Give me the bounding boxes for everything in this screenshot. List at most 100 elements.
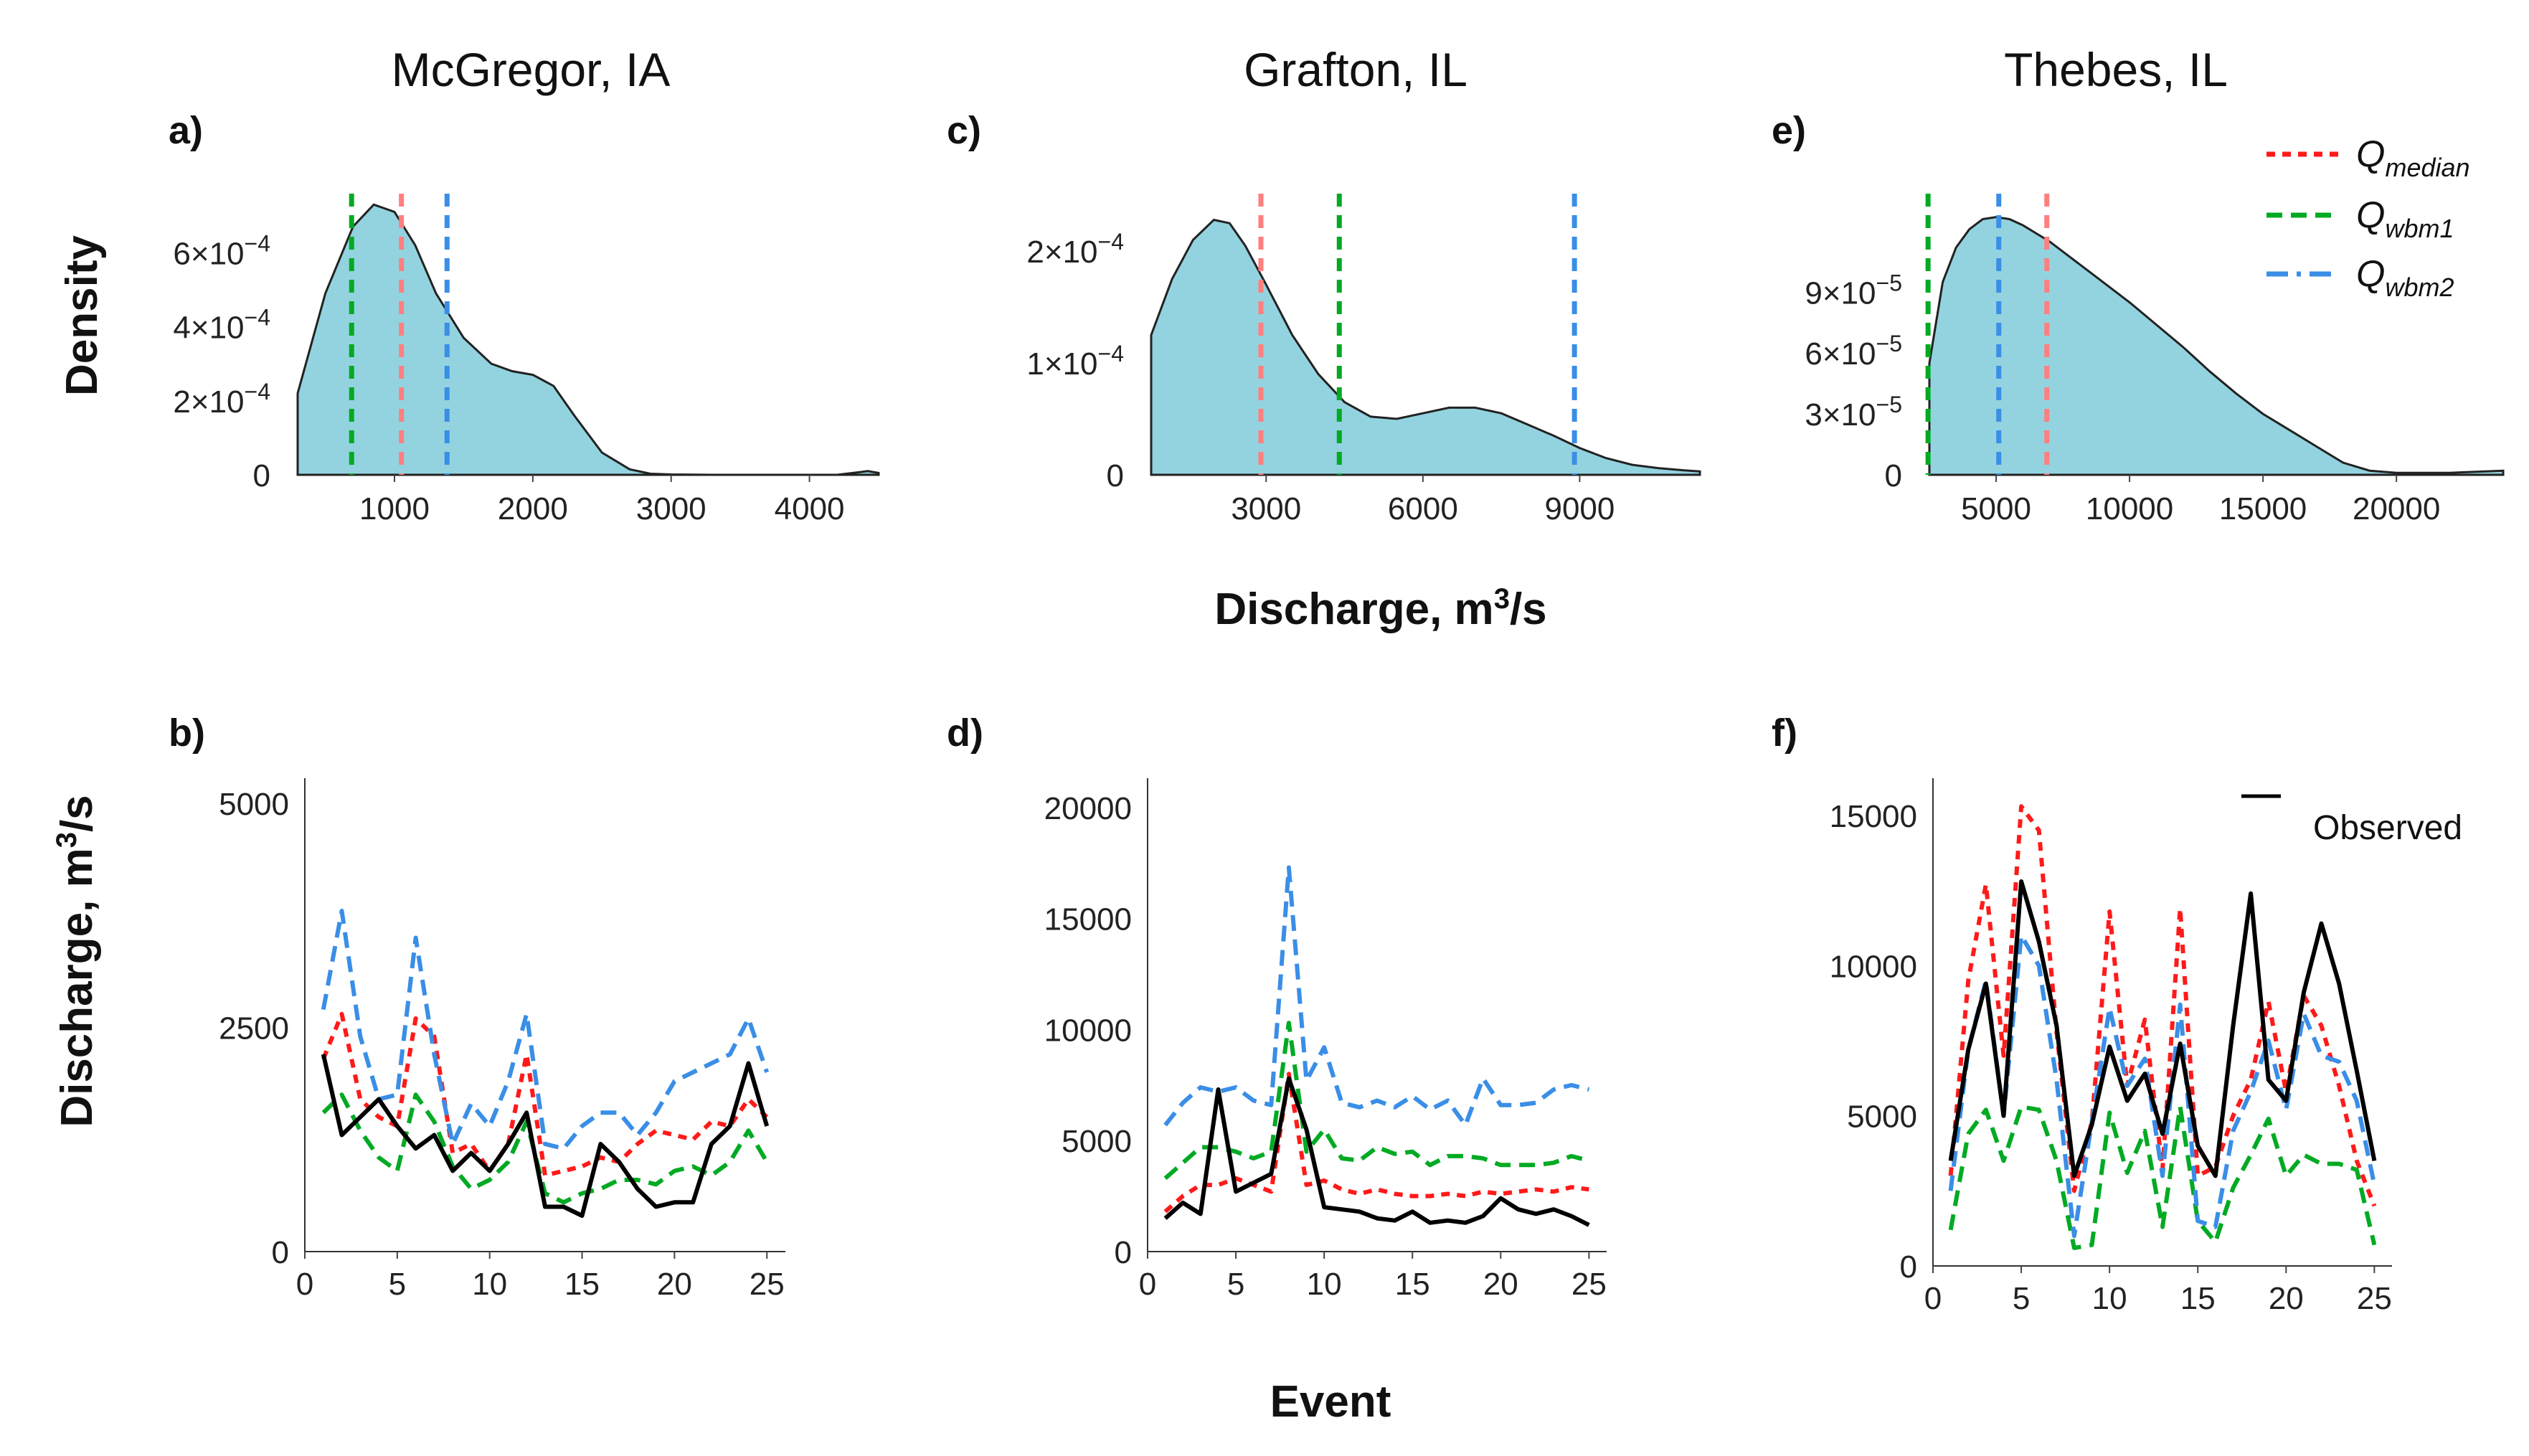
y-tick-label: 3×10−5 — [1805, 392, 1902, 432]
x-tick-label: 25 — [1571, 1267, 1607, 1302]
series-median — [1948, 804, 2377, 1207]
x-tick-label: 0 — [296, 1267, 313, 1302]
y-tick-mantissa: 6×10 — [1805, 336, 1876, 372]
y-tick-mantissa: 0 — [253, 458, 270, 493]
y-tick-exponent: −4 — [245, 305, 270, 331]
panel-label-c: c) — [947, 109, 981, 152]
series-wbm2 — [1163, 865, 1590, 1128]
panel-label-a: a) — [169, 109, 203, 152]
x-tick-label: 15 — [564, 1267, 600, 1302]
panel-label-f: f) — [1772, 712, 1797, 755]
y-tick-label: 6×10−4 — [173, 230, 270, 271]
x-tick-label: 15000 — [2219, 491, 2307, 526]
x-tick-label: 1000 — [359, 491, 430, 526]
y-tick-exponent: −4 — [245, 379, 270, 405]
legend-wbm2-label: Qwbm2 — [2356, 253, 2454, 302]
y-tick-label: 4×10−4 — [173, 305, 270, 346]
x-tick-label: 10 — [472, 1267, 507, 1302]
y-tick-label: 5000 — [219, 787, 289, 822]
x-tick-label: 5000 — [1961, 491, 2031, 526]
y-tick-label: 1×10−4 — [1026, 341, 1124, 382]
y-tick-label: 10000 — [1044, 1013, 1132, 1048]
legend-median-q: Q — [2356, 133, 2385, 175]
panel-label-d: d) — [947, 712, 983, 755]
y-tick-label: 15000 — [1830, 799, 1917, 834]
x-tick-label: 5 — [2013, 1281, 2030, 1316]
y-tick-mantissa: 9×10 — [1805, 275, 1876, 311]
density-axis-label: Density — [57, 235, 107, 396]
x-tick-label: 10000 — [2086, 491, 2173, 526]
series-wbm1 — [321, 1092, 769, 1205]
y-tick-exponent: −5 — [1876, 331, 1902, 356]
legend-median-sub: median — [2385, 153, 2469, 182]
y-tick-label: 0 — [272, 1235, 289, 1270]
x-tick-label: 9000 — [1544, 491, 1615, 526]
y-tick-exponent: −4 — [1098, 229, 1124, 255]
x-tick-label: 20 — [1483, 1267, 1518, 1302]
y-tick-mantissa: 4×10 — [173, 311, 244, 346]
y-tick-exponent: −5 — [1876, 270, 1902, 296]
legend-wbm2-q: Q — [2356, 253, 2385, 295]
chart-f: 0 5 10 15 20 25 0 5000 10000 15000 — [1830, 778, 2392, 1316]
y-tick-label: 2×10−4 — [173, 379, 270, 420]
y-tick-label: 5000 — [1062, 1124, 1132, 1159]
x-tick-label: 3000 — [1231, 491, 1301, 526]
y-tick-exponent: −4 — [245, 230, 270, 256]
y-tick-label: 0 — [1107, 458, 1124, 493]
discharge-x-axis-label: Discharge, m3/s — [1214, 583, 1546, 634]
y-tick-label: 0 — [253, 458, 270, 493]
series-observed — [1948, 879, 2377, 1178]
y-tick-exponent: −5 — [1876, 392, 1902, 417]
y-tick-label: 15000 — [1044, 902, 1132, 937]
site-title-grafton: Grafton, IL — [1244, 43, 1467, 96]
y-tick-label: 2500 — [219, 1011, 289, 1046]
y-tick-label: 0 — [1115, 1235, 1132, 1270]
x-tick-label: 4000 — [775, 491, 845, 526]
series-wbm1 — [1948, 1105, 2377, 1250]
x-tick-label: 3000 — [636, 491, 706, 526]
density-legend: Qmedian Qwbm1 Qwbm2 — [2266, 133, 2470, 302]
x-tick-label: 5 — [1227, 1267, 1244, 1302]
y-tick-label: 2×10−4 — [1026, 229, 1124, 270]
legend-wbm1-sub: wbm1 — [2385, 214, 2454, 243]
legend-wbm2-sub: wbm2 — [2385, 273, 2454, 302]
mid-xlabel-tail: /s — [1510, 585, 1547, 634]
y-tick-mantissa: 3×10 — [1805, 397, 1876, 432]
x-tick-label: 25 — [2357, 1281, 2392, 1316]
y-tick-label: 0 — [1900, 1249, 1917, 1285]
x-tick-label: 20 — [657, 1267, 692, 1302]
series-observed — [1163, 1076, 1590, 1227]
y-tick-label: 6×10−5 — [1805, 331, 1902, 372]
density-area — [1150, 218, 1701, 476]
density-area — [296, 203, 880, 476]
x-tick-label: 10 — [2092, 1281, 2127, 1316]
series-observed — [321, 1054, 770, 1218]
x-tick-label: 5 — [389, 1267, 406, 1302]
x-tick-label: 0 — [1924, 1281, 1942, 1316]
y-tick-mantissa: 6×10 — [173, 236, 244, 271]
y-tick-label: 5000 — [1847, 1100, 1917, 1135]
y-tick-mantissa: 0 — [1107, 458, 1124, 493]
series-wbm2 — [1948, 933, 2377, 1239]
event-axis-label: Event — [1270, 1377, 1391, 1427]
chart-b: 0 5 10 15 20 25 0 2500 5000 — [219, 778, 785, 1302]
y-tick-mantissa: 2×10 — [1026, 235, 1097, 270]
panel-label-b: b) — [169, 712, 205, 755]
y-tick-exponent: −4 — [1098, 341, 1124, 367]
density-area — [1928, 216, 2505, 476]
y-tick-mantissa: 0 — [1885, 458, 1902, 493]
x-tick-label: 6000 — [1388, 491, 1458, 526]
site-title-thebes: Thebes, IL — [2004, 43, 2228, 96]
y-tick-mantissa: 2×10 — [173, 384, 244, 420]
x-tick-label: 15 — [2180, 1281, 2216, 1316]
site-title-mcgregor: McGregor, IA — [392, 43, 671, 96]
y-tick-label: 10000 — [1830, 949, 1917, 984]
y-tick-mantissa: 1×10 — [1026, 346, 1097, 382]
discharge-axis-label-left: Discharge, m3/s — [51, 795, 102, 1127]
x-tick-label: 10 — [1307, 1267, 1342, 1302]
discharge-ylabel-tail: /s — [52, 795, 102, 832]
